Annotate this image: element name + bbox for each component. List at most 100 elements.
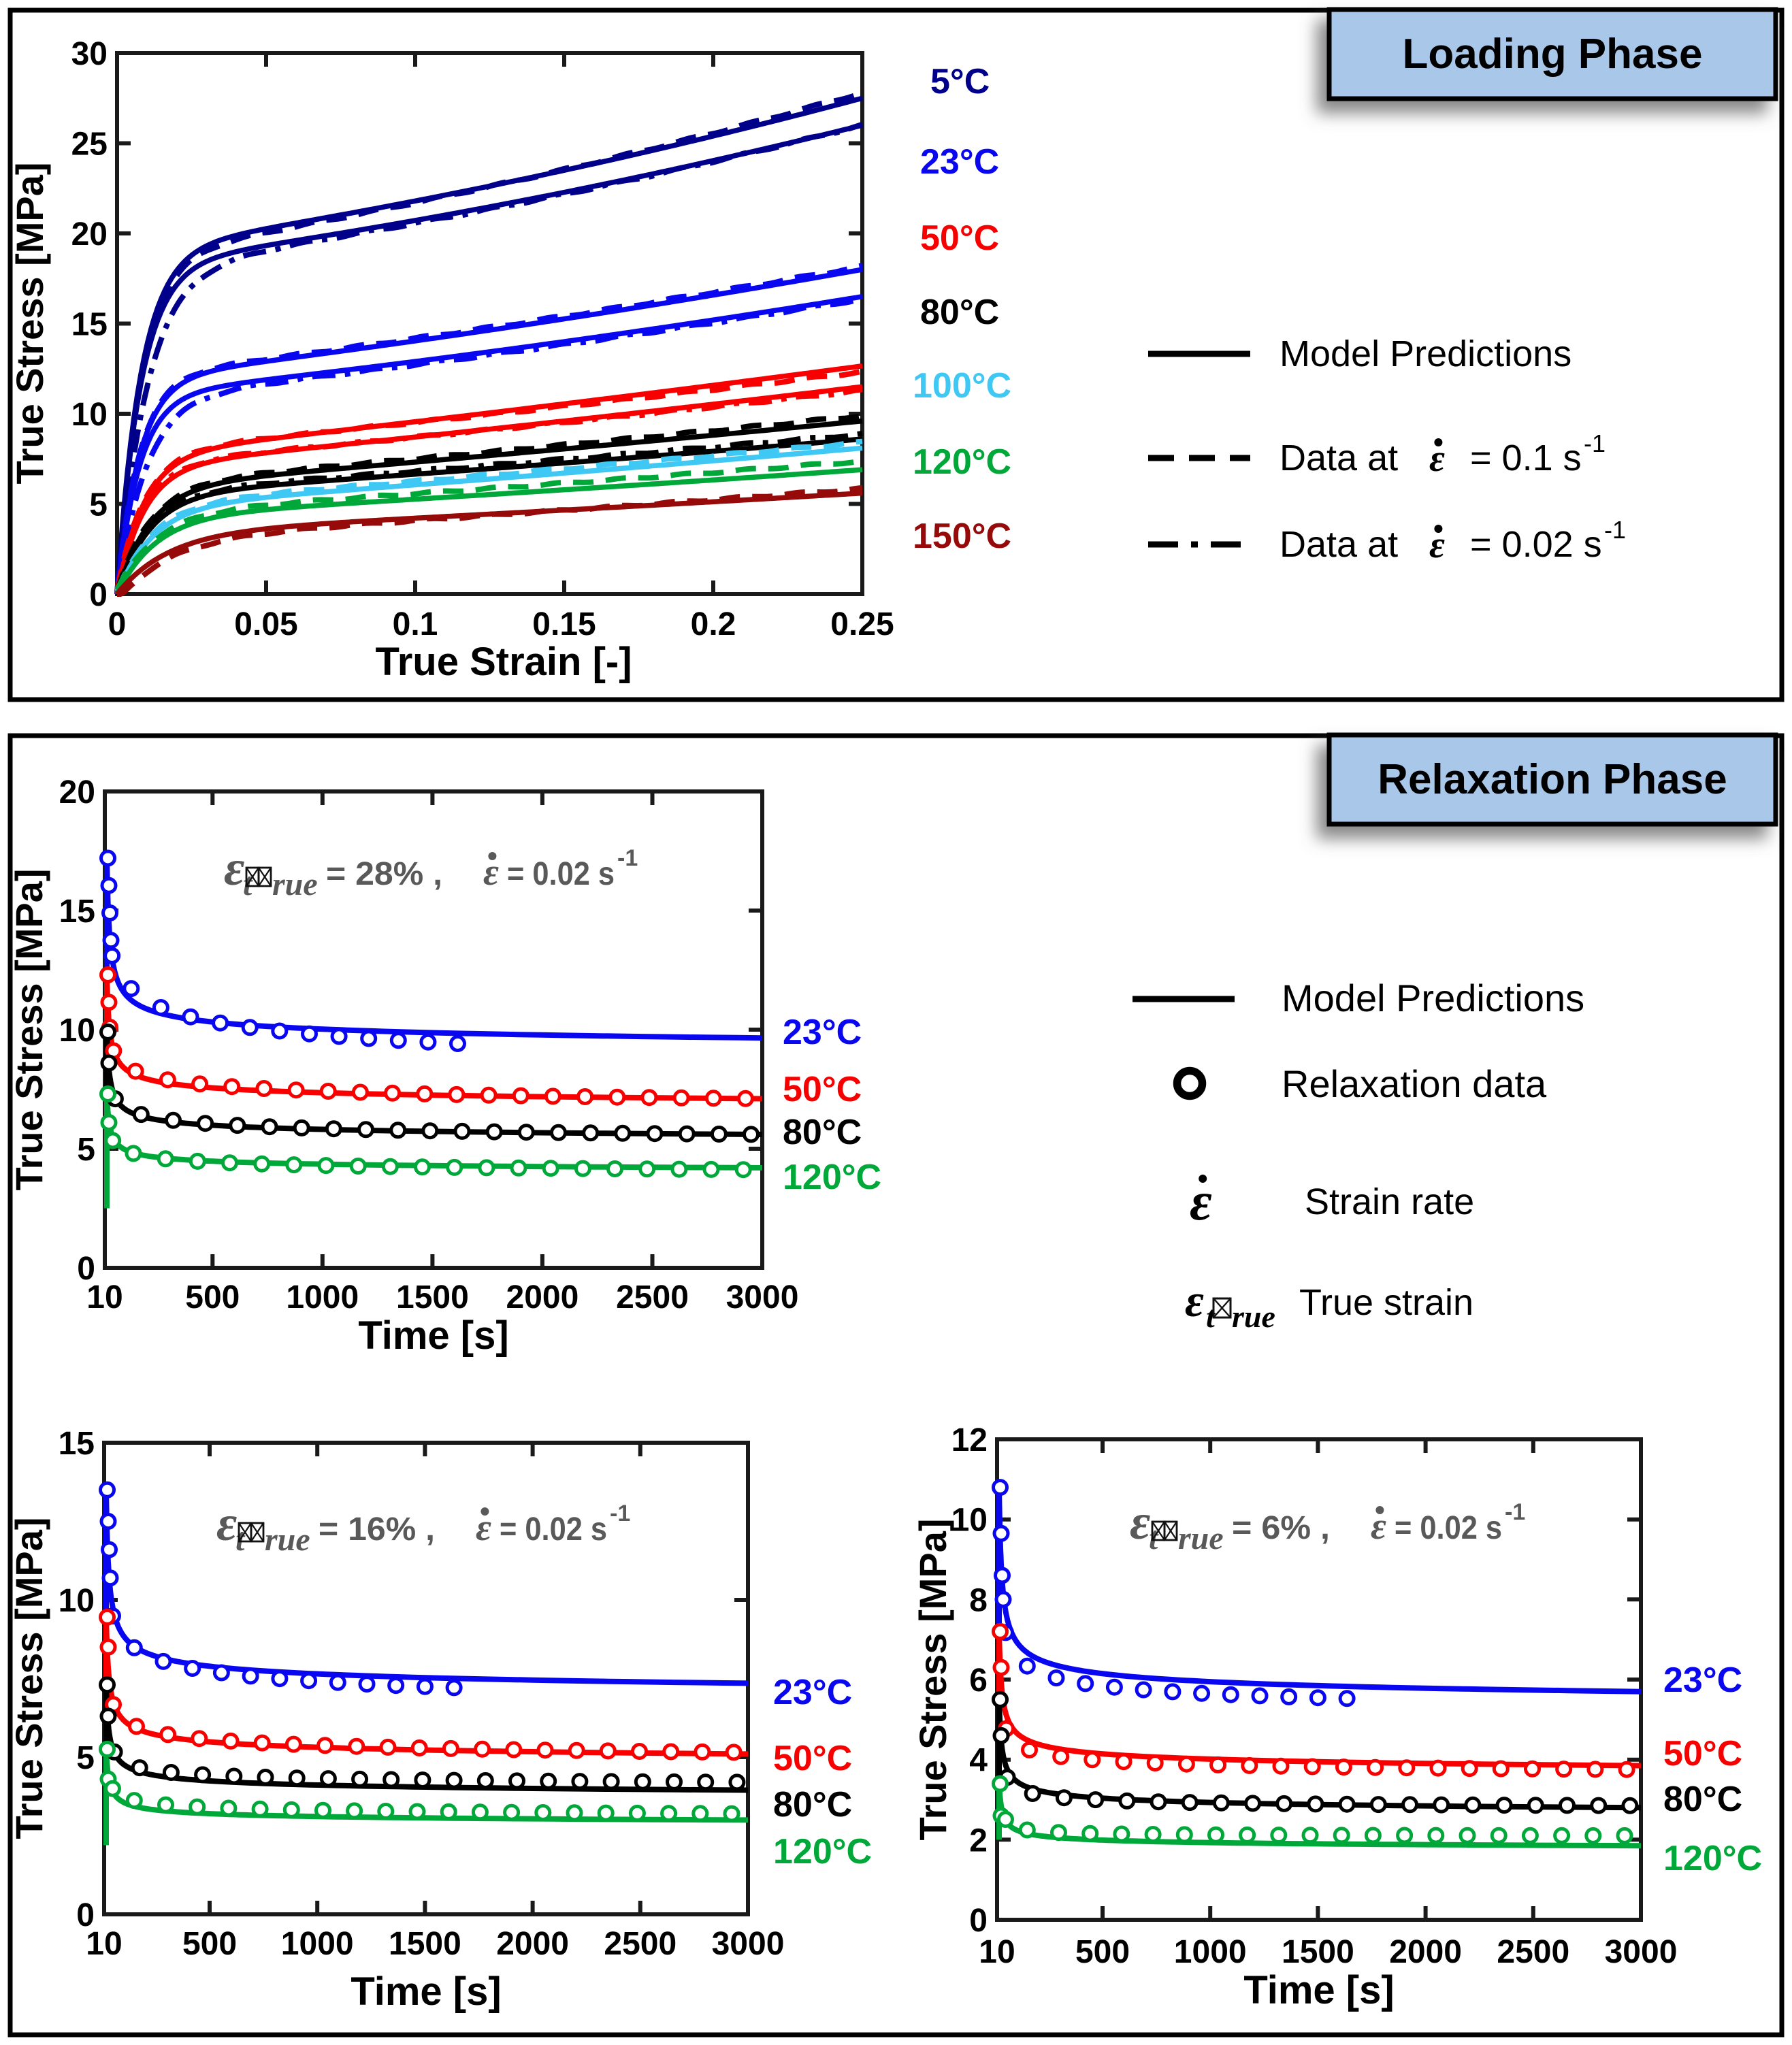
svg-text:rue: rue <box>1232 1299 1275 1334</box>
svg-text:0: 0 <box>76 1897 95 1933</box>
svg-text:= 0.02 s: = 0.02 s <box>500 1511 607 1548</box>
svg-text:Strain rate: Strain rate <box>1305 1181 1474 1222</box>
svg-text:50°C: 50°C <box>920 218 999 258</box>
svg-text:0.05: 0.05 <box>234 606 297 642</box>
svg-text:50°C: 50°C <box>773 1739 852 1778</box>
svg-text:-1: -1 <box>1505 1499 1525 1525</box>
svg-text:120°C: 120°C <box>1663 1839 1762 1878</box>
svg-text:1500: 1500 <box>389 1926 461 1962</box>
svg-text:Model Predictions: Model Predictions <box>1282 977 1584 1019</box>
svg-text:2000: 2000 <box>1389 1934 1462 1970</box>
svg-text:Data at: Data at <box>1280 438 1398 478</box>
svg-text:500: 500 <box>1075 1934 1130 1970</box>
svg-text:True Strain [-]: True Strain [-] <box>375 640 632 684</box>
svg-text:3000: 3000 <box>1605 1934 1678 1970</box>
svg-text:= 6% ,: = 6% , <box>1232 1510 1330 1546</box>
svg-text:6: 6 <box>969 1663 988 1699</box>
svg-text:Time [s]: Time [s] <box>351 1969 501 2014</box>
svg-text:23°C: 23°C <box>1663 1660 1742 1700</box>
svg-text:10: 10 <box>86 1926 122 1962</box>
svg-text:2000: 2000 <box>506 1279 579 1315</box>
svg-text:Model Predictions: Model Predictions <box>1280 333 1571 374</box>
svg-text:10: 10 <box>59 1583 95 1619</box>
svg-text:= 16% ,: = 16% , <box>319 1511 435 1548</box>
svg-text:30: 30 <box>71 36 108 72</box>
svg-text:12: 12 <box>951 1422 988 1458</box>
svg-text:0: 0 <box>969 1903 988 1939</box>
svg-text:True strain: True strain <box>1299 1282 1473 1323</box>
svg-text:ε: ε <box>224 840 244 896</box>
svg-text:4: 4 <box>969 1743 988 1779</box>
svg-text:120°C: 120°C <box>783 1158 881 1197</box>
svg-text:= 0.02 s: = 0.02 s <box>1395 1510 1502 1546</box>
svg-text:10: 10 <box>86 1279 123 1315</box>
svg-text:-1: -1 <box>617 845 638 871</box>
svg-text:ε: ε <box>1185 1275 1204 1326</box>
svg-text:100°C: 100°C <box>913 366 1011 406</box>
svg-text:15: 15 <box>59 1426 95 1462</box>
svg-text:0: 0 <box>77 1251 95 1287</box>
svg-text:10: 10 <box>71 397 108 433</box>
svg-text:0.15: 0.15 <box>532 606 596 642</box>
svg-text:ε: ε <box>483 851 499 894</box>
svg-text:True Stress [MPa]: True Stress [MPa] <box>7 868 50 1190</box>
svg-text:1000: 1000 <box>286 1279 359 1315</box>
svg-text:= 0.02 s: = 0.02 s <box>1470 524 1602 565</box>
svg-text:0: 0 <box>108 606 127 642</box>
svg-text:50°C: 50°C <box>783 1070 862 1109</box>
svg-text:True Stress [MPa]: True Stress [MPa] <box>911 1518 954 1840</box>
svg-text:0.1: 0.1 <box>393 606 438 642</box>
svg-text:= 28% ,: = 28% , <box>326 856 442 892</box>
svg-text:120°C: 120°C <box>913 442 1011 482</box>
svg-text:Loading Phase: Loading Phase <box>1403 31 1703 78</box>
svg-text:1000: 1000 <box>281 1926 354 1962</box>
svg-text:ε: ε <box>1429 438 1445 480</box>
svg-text:1000: 1000 <box>1174 1934 1247 1970</box>
svg-text:Data at: Data at <box>1280 524 1398 565</box>
svg-text:Time [s]: Time [s] <box>358 1313 508 1358</box>
svg-text:10: 10 <box>59 1013 95 1049</box>
svg-text:120°C: 120°C <box>773 1832 872 1871</box>
svg-text:2000: 2000 <box>496 1926 569 1962</box>
svg-text:80°C: 80°C <box>783 1113 862 1152</box>
svg-text:1500: 1500 <box>1282 1934 1354 1970</box>
svg-text:500: 500 <box>182 1926 237 1962</box>
svg-text:-1: -1 <box>610 1501 630 1526</box>
svg-text:3000: 3000 <box>712 1926 785 1962</box>
svg-text:80°C: 80°C <box>1663 1780 1742 1819</box>
svg-text:80°C: 80°C <box>773 1785 852 1825</box>
svg-text:25: 25 <box>71 127 108 163</box>
svg-text:500: 500 <box>185 1279 240 1315</box>
svg-text:ε: ε <box>1371 1505 1386 1548</box>
svg-text:150°C: 150°C <box>913 517 1011 556</box>
svg-text:Relaxation data: Relaxation data <box>1282 1062 1547 1105</box>
svg-text:2500: 2500 <box>1497 1934 1569 1970</box>
svg-text:2: 2 <box>969 1822 988 1859</box>
svg-text:-1: -1 <box>1584 429 1606 457</box>
svg-text:True Stress [MPa]: True Stress [MPa] <box>7 1517 50 1839</box>
svg-text:23°C: 23°C <box>920 142 999 182</box>
svg-text:5: 5 <box>89 487 108 523</box>
svg-text:rue: rue <box>265 1522 310 1558</box>
svg-text:Time [s]: Time [s] <box>1243 1968 1394 2012</box>
svg-text:0.25: 0.25 <box>830 606 894 642</box>
svg-text:10: 10 <box>979 1934 1015 1970</box>
svg-text:23°C: 23°C <box>783 1013 862 1052</box>
svg-text:2500: 2500 <box>604 1926 677 1962</box>
svg-text:ε: ε <box>216 1496 237 1552</box>
svg-text:15: 15 <box>59 894 95 930</box>
svg-text:ε: ε <box>1429 524 1445 566</box>
svg-text:-1: -1 <box>1604 516 1626 544</box>
svg-text:10: 10 <box>951 1503 988 1539</box>
svg-text:5: 5 <box>77 1132 95 1168</box>
svg-text:5°C: 5°C <box>930 62 990 101</box>
svg-text:15: 15 <box>71 307 108 343</box>
svg-text:= 0.02 s: = 0.02 s <box>507 856 615 892</box>
svg-text:0.2: 0.2 <box>691 606 736 642</box>
svg-text:3000: 3000 <box>726 1279 799 1315</box>
svg-text:20: 20 <box>59 774 95 811</box>
svg-text:80°C: 80°C <box>920 293 999 332</box>
svg-text:Relaxation Phase: Relaxation Phase <box>1378 756 1727 803</box>
svg-text:= 0.1 s: = 0.1 s <box>1470 438 1582 478</box>
svg-text:True Stress [MPa]: True Stress [MPa] <box>8 162 51 484</box>
